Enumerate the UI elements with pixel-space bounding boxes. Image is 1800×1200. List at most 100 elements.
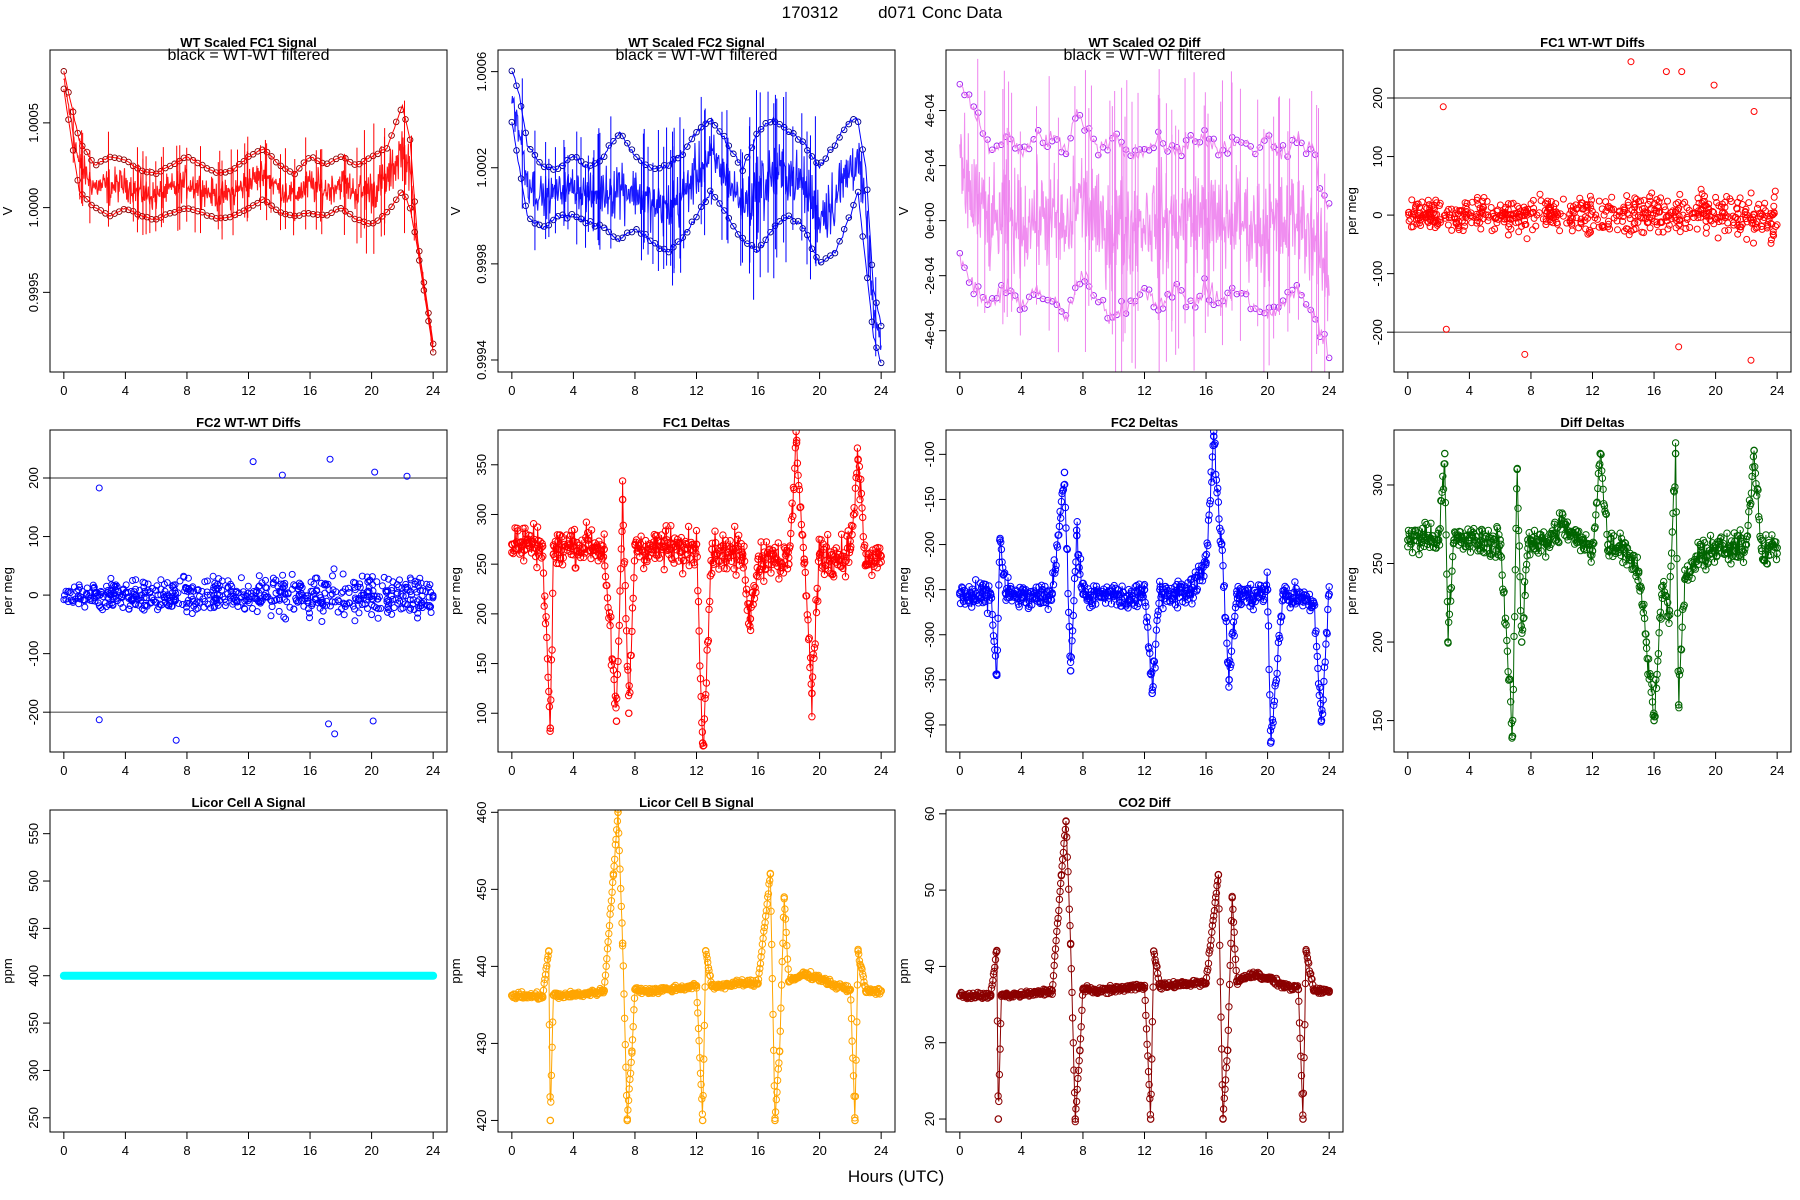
data-point [176,577,184,585]
data-point [237,574,245,582]
data-point [813,253,820,261]
anchor-point [1773,544,1781,552]
x-tick-label: 8 [183,383,190,398]
anchor-point [766,870,775,878]
data-point [262,593,269,601]
data-point [559,211,566,219]
data-point [101,599,109,607]
anchor-point [771,1116,779,1125]
data-point [1755,200,1763,208]
data-point [1424,196,1432,204]
data-point [1750,210,1758,218]
data-point [1302,150,1310,158]
data-point [1648,215,1656,222]
data-point [693,128,700,136]
data-point [244,582,252,590]
data-point [1256,308,1264,316]
anchor-point [846,985,855,994]
data-point [688,218,696,226]
data-point [684,229,691,236]
data-point [132,585,139,593]
anchor-point [1604,540,1612,549]
data-point [1523,235,1531,243]
data-point [309,598,317,606]
anchor-point [754,979,762,988]
data-point [200,603,208,611]
data-point [1730,221,1738,229]
data-point [277,588,285,596]
data-point [1743,235,1751,243]
data-point [74,129,81,137]
data-point [1624,198,1632,206]
y-tick-label: 250 [1370,553,1385,575]
data-point [321,589,329,597]
data-point [255,583,263,591]
y-tick-label: 100 [26,526,41,548]
data-point [1412,204,1419,212]
anchor-point [769,550,778,559]
data-point [189,206,197,213]
data-point [345,589,353,596]
data-point [1192,138,1199,145]
data-point [1648,189,1656,197]
y-tick-label: 2e-04 [922,149,937,182]
data-point [1733,205,1741,213]
data-point [1671,208,1679,216]
x-tick-label: 12 [1585,383,1599,398]
data-point [119,586,127,594]
anchor-point [646,545,655,554]
anchor-point [698,1116,707,1125]
series-line [511,810,882,1119]
data-point [132,601,140,609]
envelope-upper [63,71,434,344]
anchor-point [1542,540,1551,549]
plot-frame [49,809,448,1133]
data-point [281,582,288,590]
data-point [323,597,331,605]
data-point [1507,225,1515,233]
anchor-point [631,985,639,994]
data-point [385,575,392,583]
data-point [368,601,376,609]
data-point [393,590,401,598]
data-point [343,600,351,608]
anchor-point [1309,599,1318,607]
anchor-point [775,1047,784,1055]
data-point [110,582,117,589]
data-point [319,607,327,615]
anchor-point [780,893,789,901]
data-point [829,570,837,578]
x-tick-label: 20 [1260,763,1274,778]
data-point [373,592,381,600]
data-point [1127,152,1134,159]
y-tick-label: -200 [1370,319,1385,345]
data-point [267,612,275,620]
data-point [427,609,435,616]
data-point [1502,211,1510,219]
data-point [363,573,371,581]
data-point [286,211,294,219]
x-tick-label: 4 [122,763,129,778]
data-point [808,245,816,252]
data-point [322,581,330,589]
anchor-point [701,947,710,955]
data-point [1709,208,1716,215]
data-point [790,130,797,137]
outlier-point [95,716,103,724]
anchor-point [661,985,670,994]
data-point [1622,225,1630,233]
data-point [1664,212,1672,220]
data-point [179,601,187,608]
data-point [1658,219,1666,226]
data-point [1721,214,1729,222]
data-point [1483,197,1491,205]
data-point [339,570,347,578]
data-point [168,582,176,590]
data-point [1741,208,1749,215]
data-point [97,207,105,214]
plot-area [956,430,1333,747]
data-point [1697,207,1705,214]
